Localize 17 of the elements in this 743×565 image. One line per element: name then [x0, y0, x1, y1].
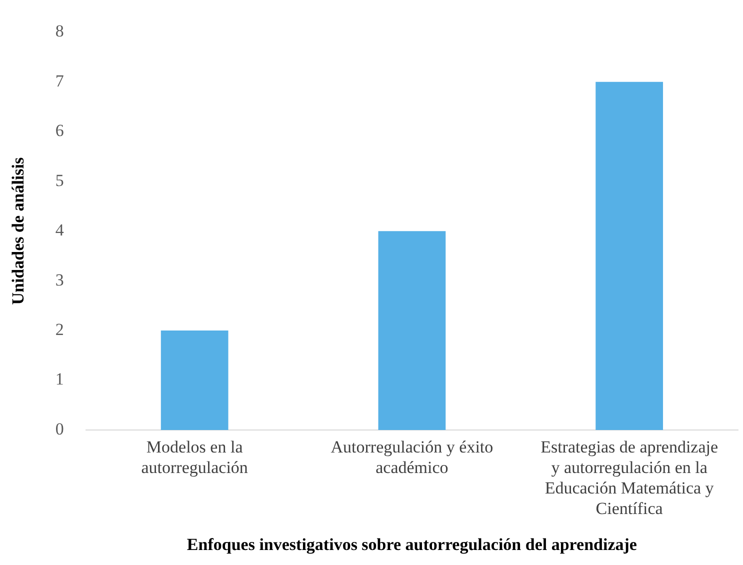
y-tick-label: 0	[55, 419, 64, 438]
x-tick-label: Modelos en la autorregulación	[141, 438, 248, 478]
y-tick-label: 2	[55, 320, 64, 340]
bar	[160, 330, 228, 430]
y-tick-label: 5	[55, 170, 64, 190]
x-tick-label: Estrategias de aprendizaje y autorregulación en la Educación Matemática y Científica	[540, 438, 718, 518]
y-tick-label: 8	[55, 22, 64, 41]
bar	[596, 82, 664, 430]
bar	[378, 231, 446, 430]
y-tick-label: 6	[55, 121, 64, 140]
y-tick-label: 3	[55, 270, 64, 290]
y-axis-title: Unidades de análisis	[8, 157, 28, 305]
y-tick-label: 1	[55, 370, 64, 389]
y-tick-label: 4	[55, 220, 64, 240]
x-tick-label: Autorregulación y éxito académico	[330, 438, 494, 478]
x-axis-title: Enfoques investigativos sobre autorregulación del aprendizaje	[186, 535, 638, 554]
y-tick-label: 7	[55, 71, 64, 90]
